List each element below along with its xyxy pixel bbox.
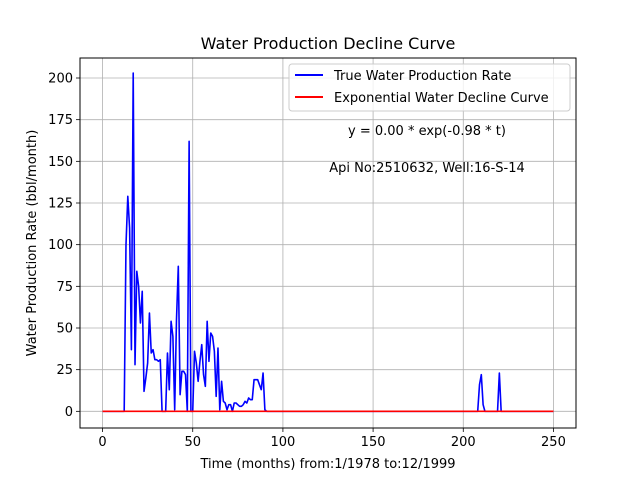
legend: True Water Production Rate Exponential W… <box>288 63 571 112</box>
plot-frame <box>79 57 577 429</box>
y-tick-label: 25 <box>56 363 73 378</box>
y-tick-label: 75 <box>56 280 73 295</box>
x-axis: 0 50 100 150 200 250 <box>98 428 566 450</box>
equation-annotation: y = 0.00 * exp(-0.98 * t) <box>348 124 506 139</box>
chart-title: Water Production Decline Curve <box>201 34 456 53</box>
y-tick-label: 175 <box>48 113 73 128</box>
x-tick-label: 0 <box>98 435 106 450</box>
x-tick-label: 200 <box>451 435 476 450</box>
y-axis: 0 25 50 75 100 125 150 175 200 <box>48 72 80 420</box>
x-tick-label: 150 <box>361 435 386 450</box>
x-axis-label: Time (months) from:1/1978 to:12/1999 <box>199 457 455 472</box>
y-tick-label: 50 <box>56 322 73 337</box>
y-tick-label: 100 <box>48 238 73 253</box>
x-tick-label: 100 <box>270 435 295 450</box>
x-tick-label: 250 <box>541 435 566 450</box>
legend-label-exponential: Exponential Water Decline Curve <box>334 91 549 106</box>
legend-label-true-rate: True Water Production Rate <box>333 69 511 84</box>
series-layer <box>102 72 554 413</box>
y-tick-label: 125 <box>48 197 73 212</box>
legend-box <box>288 63 571 112</box>
y-axis-label: Water Production Rate (bbl/month) <box>25 130 40 357</box>
well-annotation: Api No:2510632, Well:16-S-14 <box>329 161 525 176</box>
x-tick-label: 50 <box>184 435 201 450</box>
y-tick-label: 200 <box>48 72 73 87</box>
series-line-true-rate <box>102 72 554 413</box>
y-tick-label: 0 <box>65 405 73 420</box>
y-tick-label: 150 <box>48 155 73 170</box>
